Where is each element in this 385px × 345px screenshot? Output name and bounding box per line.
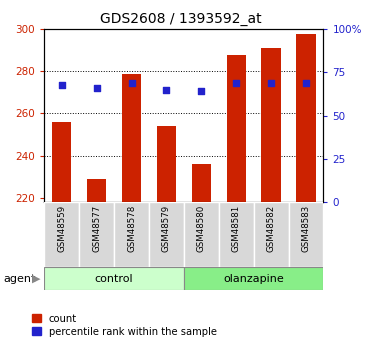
Text: GSM48577: GSM48577 — [92, 205, 101, 252]
Point — [163, 87, 169, 92]
Bar — [227, 55, 246, 202]
Bar — [44, 267, 184, 290]
Bar — [114, 202, 149, 267]
Point — [268, 80, 274, 86]
Bar — [254, 202, 288, 267]
Bar — [184, 202, 219, 267]
Text: GSM48583: GSM48583 — [301, 205, 310, 252]
Point — [94, 85, 100, 91]
Point — [129, 80, 135, 86]
Bar — [87, 179, 106, 202]
Bar — [44, 202, 79, 267]
Legend: count, percentile rank within the sample: count, percentile rank within the sample — [32, 314, 217, 337]
Bar — [122, 73, 141, 202]
Bar — [79, 202, 114, 267]
Bar — [288, 202, 323, 267]
Text: agent: agent — [4, 274, 36, 284]
Text: GSM48578: GSM48578 — [127, 205, 136, 252]
Bar — [219, 202, 254, 267]
Point — [198, 89, 204, 94]
Text: ▶: ▶ — [32, 274, 40, 284]
Bar — [296, 33, 316, 202]
Bar — [52, 122, 71, 202]
Point — [59, 82, 65, 87]
Text: GSM48582: GSM48582 — [266, 205, 276, 252]
Text: GSM48580: GSM48580 — [197, 205, 206, 252]
Text: GSM48579: GSM48579 — [162, 205, 171, 252]
Text: GSM48559: GSM48559 — [57, 205, 66, 252]
Point — [233, 80, 239, 86]
Text: olanzapine: olanzapine — [223, 274, 284, 284]
Bar — [192, 164, 211, 202]
Text: GSM48581: GSM48581 — [232, 205, 241, 252]
Bar — [261, 48, 281, 202]
Bar — [184, 267, 323, 290]
Bar — [157, 126, 176, 202]
Point — [303, 80, 309, 86]
Bar — [149, 202, 184, 267]
Text: control: control — [95, 274, 133, 284]
Text: GDS2608 / 1393592_at: GDS2608 / 1393592_at — [100, 12, 262, 26]
